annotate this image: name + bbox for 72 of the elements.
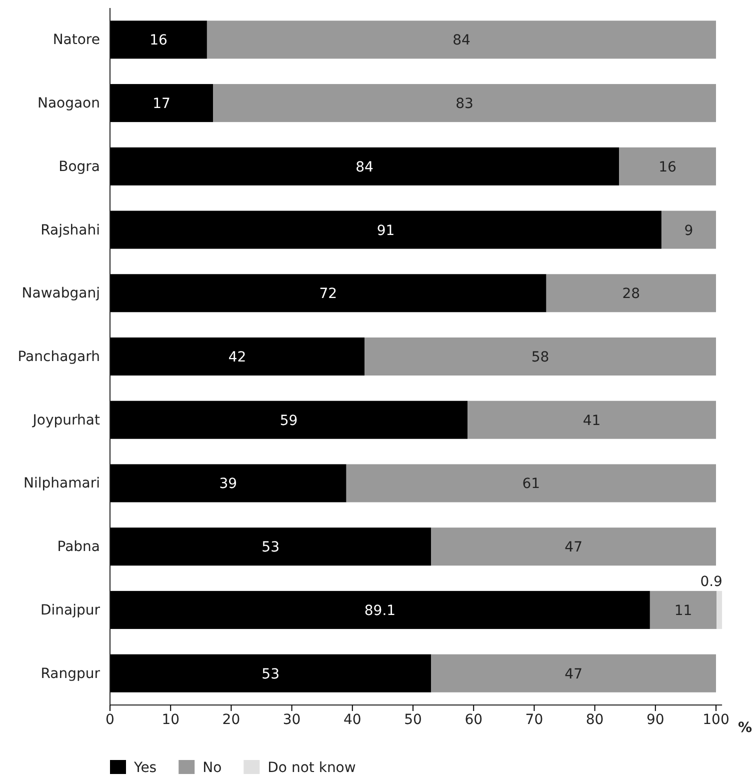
data-label: 41 <box>582 412 601 429</box>
bar <box>650 590 717 629</box>
bar <box>346 464 716 502</box>
data-label: 83 <box>456 96 474 112</box>
data-label: 84 <box>452 32 470 49</box>
data-label: 47 <box>564 540 583 556</box>
data-label: 89.1 <box>364 602 396 619</box>
data-label: 84 <box>356 159 374 176</box>
data-label: 39 <box>219 476 238 492</box>
x-tick-label: 20 <box>222 712 240 728</box>
x-axis-title: % <box>738 720 752 736</box>
x-tick-label: 90 <box>646 712 664 728</box>
x-tick-label: 50 <box>404 712 422 728</box>
bar <box>546 274 716 312</box>
y-tick-label: Dinajpur <box>40 602 100 618</box>
bar <box>110 210 662 249</box>
data-label: 58 <box>531 350 550 366</box>
bar <box>661 210 716 249</box>
data-label: 72 <box>319 286 338 302</box>
x-tick-label: 10 <box>162 712 180 728</box>
x-tick-label: 0 <box>106 712 114 728</box>
data-label: 16 <box>150 32 168 49</box>
bar <box>110 590 650 629</box>
bar <box>431 654 716 692</box>
bar <box>364 337 716 376</box>
y-tick-label: Nilphamari <box>24 476 100 492</box>
data-label: 53 <box>262 666 280 682</box>
y-tick-label: Pabna <box>57 539 100 556</box>
bar <box>110 654 432 692</box>
bar <box>110 528 432 566</box>
y-tick-label: Bogra <box>58 158 100 175</box>
bar <box>716 590 722 629</box>
data-label: 42 <box>228 350 246 366</box>
y-tick-label: Rangpur <box>40 666 100 682</box>
y-tick-label: Naogaon <box>37 96 100 112</box>
y-tick-label: Nawabganj <box>22 286 100 302</box>
bar <box>110 274 546 312</box>
bar <box>619 147 716 186</box>
x-tick-label: 70 <box>525 712 544 728</box>
data-label: 28 <box>622 286 640 302</box>
data-label: 61 <box>522 476 540 492</box>
y-tick-label: Panchagarh <box>18 348 100 365</box>
bar <box>468 400 716 439</box>
y-tick-label: Joypurhat <box>32 412 100 428</box>
bar <box>431 528 716 566</box>
bar <box>206 20 716 59</box>
bar <box>110 20 207 59</box>
data-label: 17 <box>152 96 170 112</box>
bar <box>110 84 214 122</box>
bar <box>110 147 620 186</box>
x-tick-label: 60 <box>464 712 483 728</box>
data-label: 59 <box>280 412 298 429</box>
y-tick-label: Rajshahi <box>40 222 100 238</box>
x-tick-label: 30 <box>282 712 301 728</box>
data-label: 9 <box>684 222 694 239</box>
bar <box>110 337 365 376</box>
data-label: 91 <box>376 222 395 239</box>
legend-label: Do not know <box>268 760 356 776</box>
data-label: 53 <box>262 540 280 556</box>
x-tick-label: 80 <box>586 712 604 728</box>
x-tick-label: 100 <box>702 712 730 728</box>
bar <box>213 84 716 122</box>
data-label: 0.9 <box>700 574 722 590</box>
bar <box>110 464 346 502</box>
data-label: 11 <box>674 602 692 619</box>
bar <box>110 400 468 439</box>
y-tick-label: Natore <box>52 32 100 48</box>
legend-label: No <box>202 760 222 776</box>
data-label: 16 <box>658 159 677 176</box>
data-label: 47 <box>564 666 583 682</box>
x-tick-label: 40 <box>343 712 362 728</box>
legend-label: Yes <box>133 760 157 776</box>
